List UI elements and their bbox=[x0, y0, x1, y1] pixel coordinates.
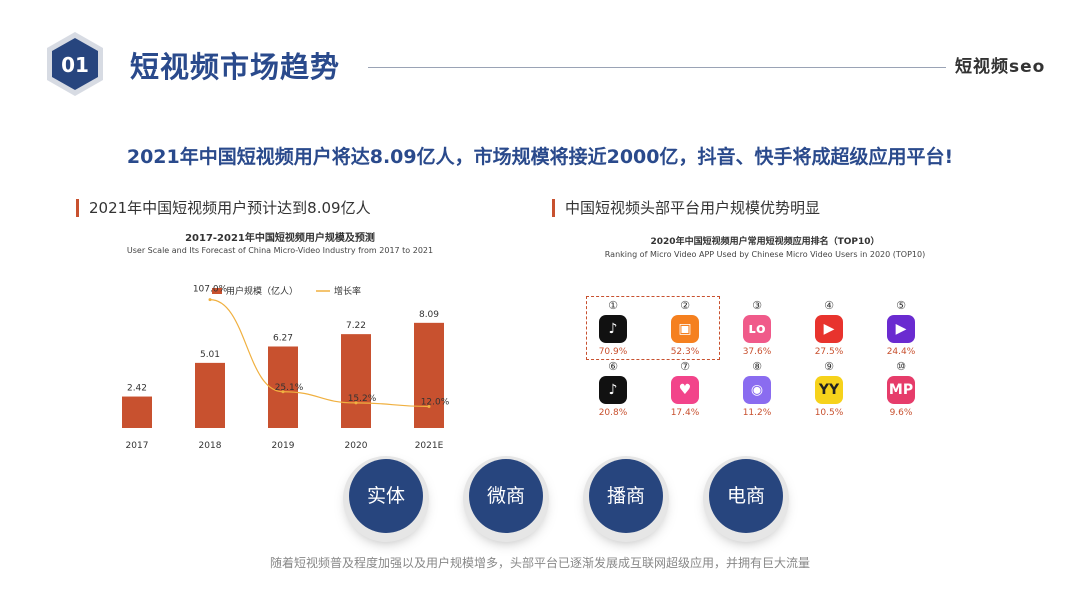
app-rank-number: ① bbox=[608, 299, 618, 312]
video-play-icon: ▶ bbox=[887, 315, 915, 343]
growth-point bbox=[427, 405, 431, 408]
app-rank-number: ⑦ bbox=[680, 360, 690, 373]
growth-point bbox=[281, 390, 285, 394]
bar bbox=[195, 362, 225, 428]
growth-point bbox=[208, 298, 212, 302]
legend-swatch-bar bbox=[212, 288, 222, 294]
app-rank-number: ② bbox=[680, 299, 690, 312]
app-rank-item: ⑨ YY 10.5% bbox=[799, 360, 859, 418]
app-usage-percent: 10.5% bbox=[814, 408, 844, 418]
x-tick-label: 2018 bbox=[199, 441, 222, 451]
growth-label: 25.1% bbox=[275, 383, 304, 393]
legend-label-bar: 用户规模（亿人） bbox=[226, 285, 298, 297]
chart-caption-cn: 2017-2021年中国短视频用户规模及预测 bbox=[185, 233, 375, 244]
app-rank-item: ① ♪ 70.9% bbox=[583, 299, 643, 357]
chart-caption-en: User Scale and Its Forecast of China Mic… bbox=[126, 246, 434, 255]
bar bbox=[268, 346, 298, 428]
app-rank-number: ⑤ bbox=[896, 299, 906, 312]
app-rank-item: ⑦ ♥ 17.4% bbox=[655, 360, 715, 418]
circle-shiti: 实体 bbox=[349, 459, 423, 533]
growth-label: 12.0% bbox=[421, 398, 450, 408]
brand-label: 短视频seo bbox=[955, 57, 1046, 77]
circle-weishang: 微商 bbox=[469, 459, 543, 533]
app-usage-percent: 52.3% bbox=[670, 347, 700, 357]
app-rank-number: ⑩ bbox=[896, 360, 906, 373]
app-rank-item: ③ ʟᴏ 37.6% bbox=[727, 299, 787, 357]
app-rank-item: ⑧ ◉ 11.2% bbox=[727, 360, 787, 418]
x-tick-label: 2019 bbox=[272, 441, 295, 451]
app-usage-percent: 37.6% bbox=[742, 347, 772, 357]
app-rank-item: ④ ▶ 27.5% bbox=[799, 299, 859, 357]
badge-hexagon: 01 bbox=[47, 32, 103, 96]
app-rank-item: ⑩ MP 9.6% bbox=[871, 360, 931, 418]
circle-boshang: 播商 bbox=[589, 459, 663, 533]
app-usage-percent: 27.5% bbox=[814, 347, 844, 357]
footer-note: 随着短视频普及程度加强以及用户规模增多，头部平台已逐渐发展成互联网超级应用，并拥… bbox=[269, 556, 810, 570]
app-rank-item: ⑤ ▶ 24.4% bbox=[871, 299, 931, 357]
app-usage-percent: 20.8% bbox=[598, 408, 628, 418]
ranking-caption-en: Ranking of Micro Video APP Used by Chine… bbox=[604, 250, 926, 259]
lolo-icon: ʟᴏ bbox=[743, 315, 771, 343]
app-rank-item: ② ▣ 52.3% bbox=[655, 299, 715, 357]
bar bbox=[341, 334, 371, 428]
headline: 2021年中国短视频用户将达8.09亿人，市场规模将接近2000亿，抖音、快手将… bbox=[126, 146, 954, 168]
douyin-icon: ♪ bbox=[599, 315, 627, 343]
app-rank-number: ④ bbox=[824, 299, 834, 312]
app-usage-percent: 17.4% bbox=[670, 408, 700, 418]
right-section-title: 中国短视频头部平台用户规模优势明显 bbox=[552, 199, 820, 217]
app-rank-number: ⑥ bbox=[608, 360, 618, 373]
growth-label: 15.2% bbox=[348, 394, 377, 404]
app-rank-number: ⑧ bbox=[752, 360, 762, 373]
growth-label: 107.0% bbox=[193, 285, 228, 295]
bar-value-label: 8.09 bbox=[419, 310, 439, 320]
app-usage-percent: 24.4% bbox=[886, 347, 916, 357]
growth-rate-line bbox=[209, 299, 430, 408]
growth-point bbox=[354, 401, 358, 405]
bar-value-label: 2.42 bbox=[127, 384, 147, 394]
play-icon: ▶ bbox=[815, 315, 843, 343]
x-tick-label: 2021E bbox=[415, 441, 444, 451]
circle-dianshang: 电商 bbox=[709, 459, 783, 533]
app-usage-percent: 70.9% bbox=[598, 347, 628, 357]
app-usage-percent: 9.6% bbox=[889, 408, 913, 418]
bar-value-label: 5.01 bbox=[200, 350, 220, 360]
page-title: 短视频市场趋势 bbox=[130, 50, 341, 84]
user-scale-chart: 用户规模（亿人） 增长率 2.42 2017 5.01 2018 6.27 2019 7.22 2… bbox=[122, 285, 450, 451]
mp-icon: MP bbox=[887, 376, 915, 404]
left-section-title: 2021年中国短视频用户预计达到8.09亿人 bbox=[76, 199, 371, 217]
badge-number: 01 bbox=[61, 53, 89, 77]
chat-face-icon: ◉ bbox=[743, 376, 771, 404]
bar-value-label: 7.22 bbox=[346, 321, 366, 331]
kuaishou-icon: ▣ bbox=[671, 315, 699, 343]
top2-highlight-box bbox=[586, 296, 720, 360]
app-rank-number: ③ bbox=[752, 299, 762, 312]
app-rank-number: ⑨ bbox=[824, 360, 834, 373]
bar bbox=[122, 396, 152, 428]
app-usage-percent: 11.2% bbox=[742, 408, 772, 418]
douyin-lite-icon: ♪ bbox=[599, 376, 627, 404]
heart-play-icon: ♥ bbox=[671, 376, 699, 404]
legend-label-line: 增长率 bbox=[334, 285, 361, 297]
bar-value-label: 6.27 bbox=[273, 333, 293, 343]
bar bbox=[414, 322, 444, 428]
ranking-caption-cn: 2020年中国短视频用户常用短视频应用排名（TOP10） bbox=[650, 237, 880, 247]
yy-icon: YY bbox=[815, 376, 843, 404]
x-tick-label: 2017 bbox=[126, 441, 149, 451]
x-tick-label: 2020 bbox=[345, 441, 368, 451]
app-rank-item: ⑥ ♪ 20.8% bbox=[583, 360, 643, 418]
header-divider bbox=[368, 67, 946, 68]
